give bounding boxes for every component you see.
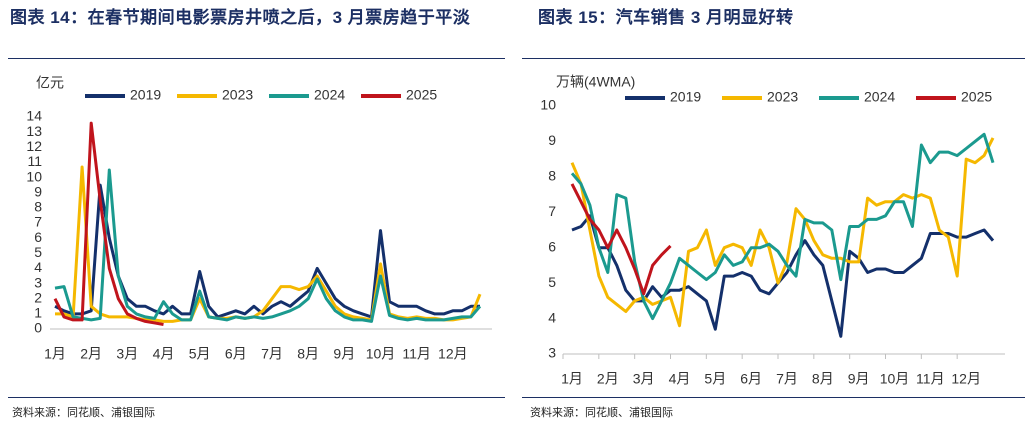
rule	[522, 397, 1025, 398]
x-tick-label: 1月	[561, 371, 583, 387]
series-line	[54, 168, 482, 323]
x-tick-label: 11月	[916, 371, 945, 387]
y-tick-label: 14	[26, 108, 42, 124]
y-tick-label: 10	[26, 168, 42, 184]
x-tick-label: 8月	[812, 371, 834, 387]
y-tick-label: 8	[34, 199, 42, 215]
series-line	[570, 137, 995, 328]
y-tick-label: 7	[548, 203, 556, 219]
y-tick-label: 7	[34, 214, 42, 230]
x-tick-label: 5月	[704, 371, 726, 387]
x-tick-label: 9月	[333, 346, 355, 362]
legend-label: 2025	[406, 87, 437, 103]
y-tick-label: 1	[34, 305, 42, 321]
y-tick-label: 13	[26, 123, 42, 139]
x-tick-label: 12月	[438, 346, 468, 362]
y-tick-label: 5	[548, 274, 556, 290]
x-tick-label: 1月	[44, 346, 66, 362]
x-tick-label: 2月	[597, 371, 619, 387]
y-tick-label: 2	[34, 289, 42, 305]
y-tick-label: 9	[34, 183, 42, 199]
x-tick-label: 12月	[951, 371, 981, 387]
chart-title: 图表 15：汽车销售 3 月明显好转	[538, 8, 794, 27]
y-tick-label: 4	[34, 259, 42, 275]
y-tick-label: 6	[34, 229, 42, 245]
y-tick-label: 8	[548, 168, 556, 184]
x-tick-label: 2月	[80, 346, 102, 362]
source: 资料来源：同花顺、浦银国际	[12, 407, 155, 419]
x-tick-label: 8月	[297, 346, 319, 362]
y-tick-label: 3	[548, 345, 556, 361]
x-tick-label: 4月	[153, 346, 175, 362]
x-tick-label: 7月	[261, 346, 283, 362]
chart-title: 图表 14：在春节期间电影票房井喷之后，3 月票房趋于平淡	[10, 8, 471, 27]
x-tick-label: 7月	[776, 371, 798, 387]
x-tick-label: 10月	[880, 371, 910, 387]
x-tick-label: 10月	[366, 346, 396, 362]
y-tick-label: 4	[548, 309, 556, 325]
legend-label: 2024	[864, 89, 895, 105]
legend-label: 2019	[670, 89, 701, 105]
y-tick-label: 12	[26, 138, 42, 154]
y-axis-label: 万辆(4WMA)	[556, 74, 635, 90]
rule	[8, 58, 505, 59]
y-tick-label: 0	[34, 320, 42, 336]
x-tick-label: 6月	[225, 346, 247, 362]
x-tick-label: 3月	[633, 371, 655, 387]
series-line	[54, 183, 480, 319]
series-line	[53, 121, 164, 326]
legend-label: 2023	[222, 87, 253, 103]
series-line	[570, 132, 995, 321]
x-tick-label: 6月	[740, 371, 762, 387]
x-tick-label: 5月	[189, 346, 211, 362]
x-tick-label: 4月	[669, 371, 691, 387]
legend-label: 2024	[314, 87, 345, 103]
legend-label: 2023	[767, 89, 798, 105]
y-tick-label: 9	[548, 132, 556, 148]
legend-label: 2019	[130, 87, 161, 103]
x-tick-label: 3月	[116, 346, 138, 362]
y-tick-label: 11	[27, 153, 42, 169]
y-axis-label: 亿元	[36, 75, 64, 91]
series-line	[570, 183, 672, 296]
y-tick-label: 10	[540, 97, 556, 113]
y-tick-label: 5	[34, 244, 42, 260]
rule	[522, 58, 1025, 59]
source: 资料来源：同花顺、浦银国际	[530, 407, 673, 419]
legend-label: 2025	[961, 89, 992, 105]
x-tick-label: 9月	[848, 371, 870, 387]
y-tick-label: 3	[34, 274, 42, 290]
rule	[8, 397, 505, 398]
x-tick-label: 11月	[402, 346, 431, 362]
y-tick-label: 6	[548, 238, 556, 254]
